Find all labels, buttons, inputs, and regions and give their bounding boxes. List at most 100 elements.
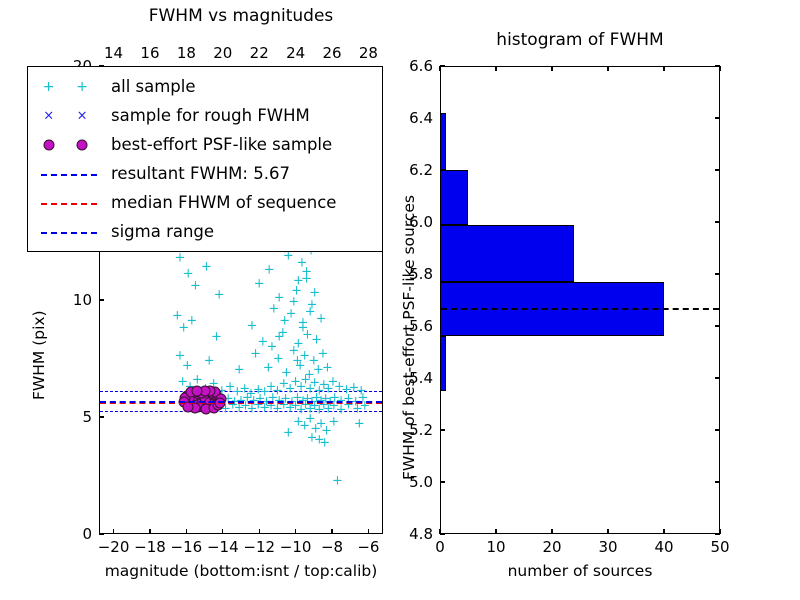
scatter-point-all-sample: +: [279, 313, 291, 329]
resultant-fwhm-line: [100, 401, 382, 404]
scatter-point-all-sample: +: [282, 425, 294, 441]
histogram-x-tick: [719, 529, 721, 534]
scatter-point-all-sample: +: [240, 398, 251, 414]
x-tick-bottom: [222, 529, 224, 534]
scatter-point-all-sample: +: [332, 473, 343, 489]
x-ticklabel-bottom: −12: [243, 538, 276, 556]
scatter-point-all-sample: +: [182, 266, 194, 282]
x-ticklabel-bottom: −16: [170, 538, 203, 556]
scatter-xlabel: magnitude (bottom:isnt / top:calib): [104, 562, 378, 580]
legend-box: + + all sample × × sample for rough FWHM best-…: [27, 66, 383, 252]
scatter-point-all-sample: +: [300, 397, 312, 413]
scatter-point-all-sample: +: [309, 375, 321, 391]
histogram-bar: [441, 112, 446, 170]
scatter-point-all-sample: +: [284, 400, 296, 416]
scatter-point-all-sample: +: [253, 276, 265, 292]
y-tick-left: [99, 299, 104, 301]
scatter-point-all-sample: +: [318, 377, 330, 393]
scatter-point-all-sample: +: [290, 398, 302, 414]
scatter-point-all-sample: +: [297, 320, 309, 336]
scatter-point-all-sample: +: [191, 372, 203, 388]
scatter-point-all-sample: +: [186, 313, 198, 329]
scatter-point-all-sample: +: [291, 390, 303, 406]
scatter-point-all-sample: +: [315, 311, 327, 327]
histogram-y-ticklabel: 6.4: [409, 109, 433, 127]
scatter-point-all-sample: +: [246, 318, 258, 334]
scatter-point-all-sample: +: [252, 397, 264, 413]
scatter-point-all-sample: +: [352, 401, 363, 417]
scatter-point-all-sample: +: [313, 383, 325, 399]
scatter-point-all-sample: +: [295, 379, 307, 395]
x-ticklabel-top: 28: [358, 44, 378, 62]
scatter-point-all-sample: +: [300, 372, 312, 388]
scatter-point-all-sample: +: [263, 262, 275, 278]
histogram-x-tick-top: [495, 66, 497, 71]
histogram-y-tick-right: [715, 533, 720, 535]
filled-circle-marker-icon: [43, 139, 55, 150]
scatter-point-all-sample: +: [311, 332, 322, 348]
histogram-y-ticklabel: 4.8: [409, 525, 433, 543]
scatter-point-all-sample: +: [241, 390, 253, 406]
dashed-line-icon: [41, 173, 97, 176]
dash-dot-line-icon: [41, 231, 97, 234]
histogram-x-tick-top: [607, 66, 609, 71]
scatter-point-all-sample: +: [304, 401, 316, 417]
histogram-reference-line: [441, 307, 719, 310]
x-tick-bottom: [295, 529, 297, 534]
cross-marker-icon: ×: [43, 108, 55, 123]
legend-item: best-effort PSF-like sample: [35, 130, 373, 159]
plus-marker-icon: +: [76, 78, 88, 95]
y-ticklabel-left: 5: [82, 408, 92, 426]
histogram-bar: [441, 224, 575, 282]
scatter-point-all-sample: +: [282, 248, 294, 264]
scatter-point-all-sample: +: [220, 401, 231, 417]
scatter-point-all-sample: +: [313, 402, 325, 418]
dashed-line-icon: [41, 202, 97, 205]
histogram-y-tick-right: [715, 273, 720, 275]
scatter-point-all-sample: +: [224, 379, 236, 395]
scatter-point-all-sample: +: [310, 421, 322, 437]
scatter-point-all-sample: +: [248, 393, 260, 409]
scatter-point-all-sample: +: [348, 380, 360, 396]
scatter-title: FWHM vs magnitudes: [148, 6, 334, 26]
x-tick-bottom: [112, 529, 115, 534]
histogram-title: histogram of FWHM: [496, 30, 664, 50]
dashed-line-icon: [35, 193, 111, 213]
scatter-point-all-sample: +: [355, 383, 367, 399]
x-tick-bottom: [331, 529, 333, 534]
scatter-point-all-sample: +: [290, 374, 302, 390]
histogram-x-ticklabel: 0: [435, 538, 445, 556]
scatter-point-all-sample: +: [284, 381, 296, 397]
histogram-x-ticklabel: 20: [542, 538, 562, 556]
histogram-x-tick: [551, 529, 553, 534]
scatter-point-all-sample: +: [359, 398, 371, 414]
plus-marker-icon: +: [42, 78, 55, 95]
sigma-range-line: [100, 411, 382, 413]
scatter-point-all-sample: +: [328, 398, 340, 414]
scatter-point-all-sample: +: [259, 400, 271, 416]
histogram-y-tick-right: [715, 221, 720, 223]
x-ticklabel-bottom: −6: [357, 538, 380, 556]
histogram-y-ticklabel: 5.8: [409, 265, 433, 283]
scatter-point-all-sample: +: [291, 353, 303, 369]
scatter-point-all-sample: +: [313, 432, 325, 448]
scatter-point-all-sample: +: [267, 390, 279, 406]
legend-item: × × sample for rough FWHM: [35, 101, 373, 130]
scatter-point-all-sample: +: [321, 423, 333, 439]
x-ticklabel-bottom: −20: [97, 538, 130, 556]
legend-item-label: resultant FWHM: 5.67: [111, 164, 290, 183]
scatter-point-all-sample: +: [213, 287, 225, 303]
y-ticklabel-left: 10: [72, 291, 92, 309]
x-tick-bottom: [258, 529, 260, 534]
x-ticklabel-top: 14: [104, 44, 124, 62]
scatter-point-all-sample: +: [304, 304, 316, 320]
histogram-y-ticklabel: 6.0: [409, 213, 433, 231]
x-ticklabel-top: 18: [176, 44, 196, 62]
histogram-y-ticklabel: 5.4: [409, 369, 433, 387]
x-ticklabel-top: 26: [322, 44, 342, 62]
scatter-point-all-sample: +: [177, 374, 189, 390]
scatter-point-all-sample: +: [227, 397, 239, 413]
scatter-point-all-sample: +: [292, 336, 304, 352]
scatter-point-all-sample: +: [268, 301, 280, 317]
legend-item-label: sigma range: [111, 222, 215, 241]
